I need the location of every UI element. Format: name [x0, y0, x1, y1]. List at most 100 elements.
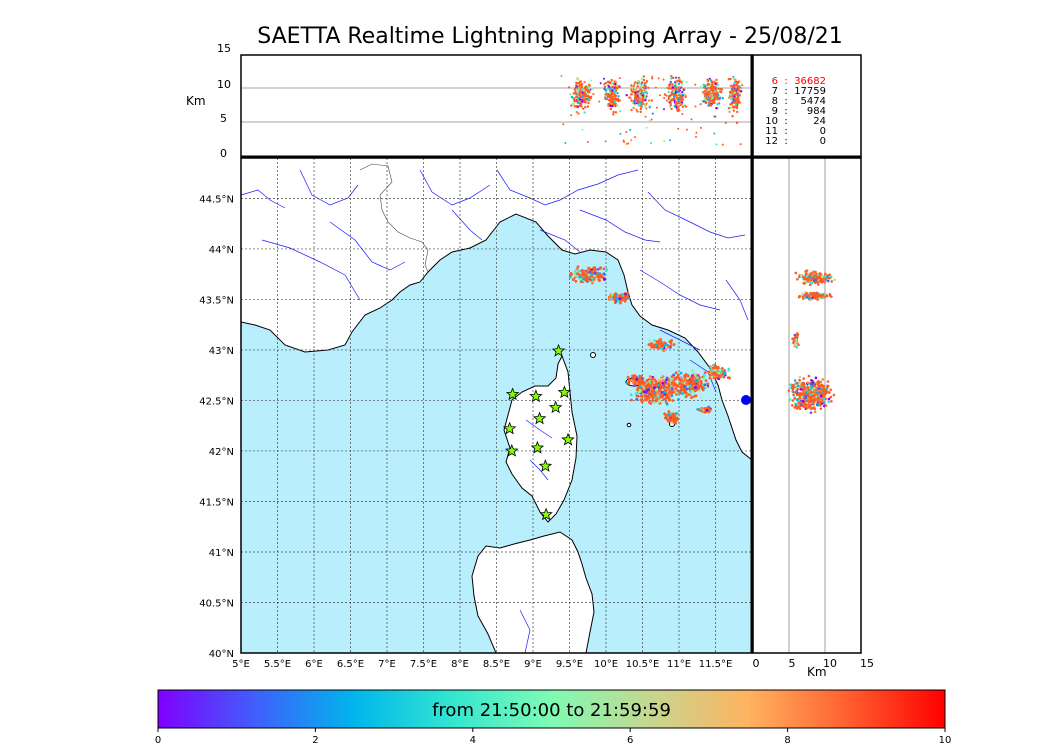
lightning-source	[576, 92, 579, 95]
lightning-source	[633, 96, 637, 99]
lightning-source	[671, 86, 674, 89]
lightning-source	[615, 84, 619, 87]
lightning-source	[588, 84, 591, 87]
lightning-source	[577, 96, 580, 99]
lightning-source	[638, 98, 642, 101]
lightning-source	[575, 110, 579, 114]
lightning-source	[590, 79, 593, 82]
lightning-source	[668, 340, 672, 344]
lightning-source	[656, 344, 660, 348]
lightning-source	[665, 94, 668, 97]
lightning-source	[587, 101, 590, 105]
lightning-source	[802, 405, 806, 409]
lightning-source	[592, 274, 596, 278]
lightning-source	[670, 375, 674, 379]
lightning-source	[676, 98, 680, 101]
lightning-source	[603, 77, 606, 80]
lightning-source	[735, 88, 739, 91]
lightning-source	[606, 95, 610, 98]
lightning-source	[674, 76, 678, 79]
lightning-source	[719, 370, 723, 374]
lightning-source	[668, 390, 672, 394]
lightning-source	[740, 83, 743, 86]
lightning-source	[644, 115, 647, 118]
lightning-source	[623, 299, 627, 303]
capraia-island	[590, 352, 596, 358]
lightning-source	[812, 270, 815, 274]
lightning-source	[828, 293, 832, 296]
lightning-source	[619, 294, 623, 298]
lightning-source	[630, 90, 634, 93]
lightning-source	[819, 398, 823, 402]
lightning-source	[576, 265, 580, 269]
lightning-source	[728, 376, 731, 380]
lightning-source	[578, 83, 582, 87]
lightning-source	[570, 114, 573, 117]
latitude-tick-label: 42.5°N	[199, 396, 234, 407]
lightning-source	[608, 295, 612, 298]
lightning-source	[812, 384, 816, 388]
lightning-source	[568, 275, 572, 279]
lightning-source	[798, 294, 802, 298]
lightning-source	[679, 388, 683, 391]
station-count-number: 12	[765, 136, 778, 147]
lightning-source	[674, 418, 678, 422]
lightning-source	[809, 278, 813, 282]
lightning-source	[668, 83, 672, 86]
lightning-source	[650, 99, 654, 102]
lightning-source	[799, 274, 803, 277]
station-count-number: 8	[772, 96, 778, 107]
lightning-source	[809, 291, 812, 295]
rivers	[241, 169, 749, 653]
lightning-source	[647, 390, 651, 394]
lightning-source	[670, 77, 673, 80]
lightning-source	[803, 282, 806, 285]
lightning-source	[731, 89, 734, 92]
lightning-source	[804, 270, 807, 273]
lightning-source	[727, 106, 731, 110]
lightning-source	[579, 80, 582, 83]
lightning-source	[611, 105, 614, 108]
lightning-source	[585, 278, 589, 282]
station-count-separator: :	[784, 106, 787, 117]
lightning-source	[690, 396, 693, 399]
lightning-source	[612, 85, 615, 89]
lightning-source	[802, 383, 806, 387]
lightning-source	[721, 143, 724, 146]
lightning-source	[796, 342, 800, 345]
lightning-source	[573, 88, 576, 91]
lightning-source	[804, 402, 807, 406]
lightning-source	[798, 378, 801, 382]
lightning-source	[710, 92, 714, 96]
lightning-source	[651, 399, 654, 403]
lightning-source	[626, 295, 630, 299]
longitude-tick-label: 8°E	[451, 659, 469, 670]
lightning-source	[735, 91, 739, 95]
lightning-source	[801, 293, 805, 296]
lightning-source	[677, 101, 680, 104]
lightning-source	[686, 383, 690, 386]
lightning-source	[591, 281, 594, 285]
lightning-source	[812, 276, 816, 280]
lightning-source	[593, 271, 597, 275]
lightning-source	[572, 92, 575, 95]
lightning-source	[692, 395, 696, 398]
lightning-source	[586, 105, 590, 108]
lightning-source	[616, 299, 620, 303]
lightning-source	[704, 95, 707, 98]
lightning-source	[630, 84, 633, 87]
lightning-source	[614, 299, 618, 303]
lightning-source	[823, 278, 827, 281]
lightning-source	[704, 379, 708, 383]
lightning-source	[798, 375, 802, 379]
lightning-source	[617, 95, 620, 98]
lightning-source	[729, 106, 733, 110]
lightning-source	[639, 107, 642, 111]
lightning-source	[612, 295, 616, 298]
lightning-source	[590, 270, 594, 274]
lightning-source	[666, 86, 669, 90]
lightning-source	[732, 76, 735, 79]
lightning-source	[683, 104, 686, 107]
lightning-source	[576, 272, 580, 276]
lightning-source	[699, 384, 702, 388]
